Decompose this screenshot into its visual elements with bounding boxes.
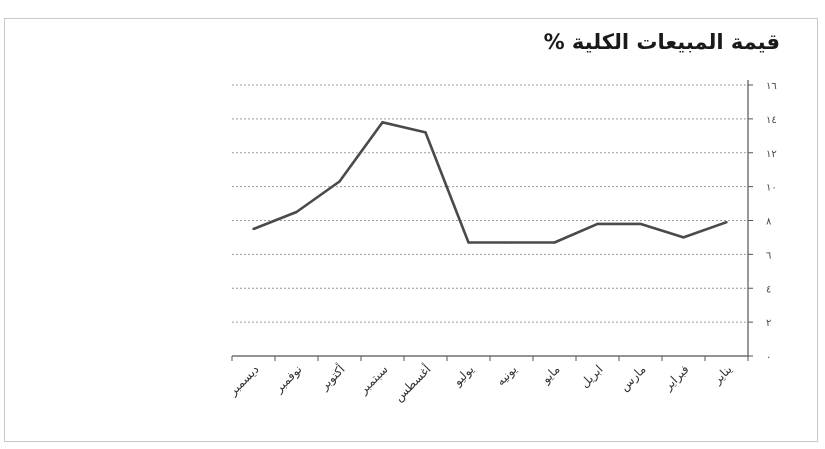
y-tick-label: ١٠ (766, 183, 777, 194)
x-tick-label: مارس (617, 362, 649, 394)
x-tick-label: ديسمبر (225, 362, 262, 399)
data-point (295, 210, 298, 214)
gridlines (232, 84, 748, 323)
data-point (639, 222, 642, 226)
x-tick-label: يناير (709, 362, 735, 388)
series-line (253, 121, 727, 244)
y-tick-label: ٨ (766, 217, 772, 228)
y-tick-label: ٤ (766, 284, 771, 295)
data-point (467, 241, 470, 244)
data-point (553, 241, 556, 244)
y-axis-ticks: ٠ ٢ ٤ ٦ ٨ ١٠ ١٢ ١٤ ١٦ (766, 81, 777, 363)
data-point (510, 241, 513, 244)
axes (231, 80, 753, 361)
x-tick-label: أكتوبر (316, 362, 348, 394)
x-tick-label: يوليو (450, 362, 478, 390)
data-point (596, 222, 599, 226)
x-tick-label: سبتمبر (356, 362, 392, 398)
data-point (381, 121, 384, 124)
chart-title: قيمة المبيعات الكلية % (543, 30, 780, 54)
y-tick-label: ١٢ (766, 149, 777, 160)
series (252, 121, 728, 244)
x-tick-label: ابريل (578, 362, 607, 391)
x-tick-label: أغسطس (391, 362, 434, 405)
y-tick-label: ٦ (766, 250, 771, 261)
data-point (252, 227, 255, 231)
data-point (424, 131, 427, 134)
x-tick-label: يونيه (494, 362, 521, 389)
data-point (338, 180, 341, 183)
y-tick-label: ١٤ (766, 115, 777, 126)
x-tick-label: نوفمبر (271, 362, 305, 396)
chart-frame (4, 18, 818, 442)
data-point (682, 236, 685, 239)
x-tick-label: فبراير (660, 362, 692, 394)
data-point (725, 220, 728, 224)
y-tick-label: ٠ (766, 352, 771, 363)
y-tick-label: ١٦ (766, 81, 777, 92)
x-tick-label: مايو (538, 362, 563, 387)
x-axis-ticks: ديسمبر نوفمبر أكتوبر سبتمبر أغسطس يوليو يونيه م… (225, 362, 735, 405)
y-tick-label: ٢ (766, 318, 771, 329)
